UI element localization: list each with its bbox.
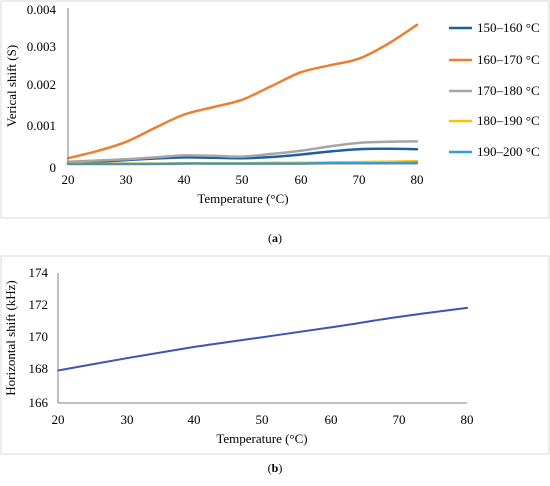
chart-b-caption: (b): [268, 461, 283, 475]
y-tick-label: 174: [29, 265, 49, 280]
y-tick-label: 172: [29, 297, 49, 312]
chart-a-series-line: [66, 23, 419, 160]
chart-b-frame: [0, 255, 550, 455]
chart-a-plot-area: [66, 8, 419, 166]
y-tick-label: 166: [29, 395, 49, 410]
x-tick-label: 20: [62, 172, 75, 187]
chart-b-series-line: [57, 306, 468, 372]
chart-a-x-axis-title: Temperature (°C): [197, 191, 288, 206]
legend-label: 170–180 °C: [477, 83, 540, 98]
chart-a: 0 0.001 0.002 0.003 0.004 20 30 40 50 60…: [0, 0, 550, 245]
chart-b-y-ticks: 166 168 170 172 174: [29, 265, 49, 410]
y-tick-label: 0: [50, 160, 57, 175]
y-tick-label: 0.001: [27, 118, 56, 133]
y-tick-label: 0.002: [27, 77, 56, 92]
chart-a-frame: [0, 0, 550, 219]
legend-item: 150–160 °C: [449, 20, 540, 35]
chart-b-x-ticks: 20 30 40 50 60 70 80: [52, 412, 474, 427]
chart-b-plot-area: [57, 273, 468, 404]
x-tick-label: 80: [461, 412, 474, 427]
chart-a-y-axis-title: Verical shift (S): [4, 45, 19, 127]
legend-item: 170–180 °C: [449, 83, 540, 98]
y-tick-label: 0.004: [27, 2, 57, 17]
x-tick-label: 50: [236, 172, 249, 187]
x-tick-label: 70: [393, 412, 406, 427]
legend-label: 150–160 °C: [477, 20, 540, 35]
chart-b: 166 168 170 172 174 20 30 40 50 60 70 80…: [0, 255, 550, 475]
y-tick-label: 168: [29, 361, 49, 376]
legend-label: 180–190 °C: [477, 113, 540, 128]
y-tick-label: 0.003: [27, 39, 56, 54]
y-tick-label: 170: [29, 329, 49, 344]
chart-a-legend: 150–160 °C 160–170 °C 170–180 °C 180–190…: [449, 20, 540, 159]
legend-item: 160–170 °C: [449, 52, 540, 67]
legend-item: 180–190 °C: [449, 113, 540, 128]
legend-item: 190–200 °C: [449, 144, 540, 159]
x-tick-label: 30: [120, 172, 133, 187]
x-tick-label: 40: [178, 172, 191, 187]
x-tick-label: 30: [121, 412, 134, 427]
chart-b-y-axis-title: Horizontal shift (kHz): [3, 280, 18, 396]
x-tick-label: 80: [411, 172, 424, 187]
x-tick-label: 50: [256, 412, 269, 427]
x-tick-label: 70: [353, 172, 366, 187]
x-tick-label: 40: [188, 412, 201, 427]
chart-b-x-axis-title: Temperature (°C): [216, 431, 307, 446]
x-tick-label: 20: [52, 412, 65, 427]
chart-a-x-ticks: 20 30 40 50 60 70 80: [62, 172, 424, 187]
chart-a-caption: (a): [268, 231, 282, 245]
chart-a-series-line: [66, 140, 419, 163]
x-tick-label: 60: [295, 172, 308, 187]
legend-label: 190–200 °C: [477, 144, 540, 159]
chart-a-y-ticks: 0 0.001 0.002 0.003 0.004: [27, 2, 57, 175]
x-tick-label: 60: [325, 412, 338, 427]
legend-label: 160–170 °C: [477, 52, 540, 67]
